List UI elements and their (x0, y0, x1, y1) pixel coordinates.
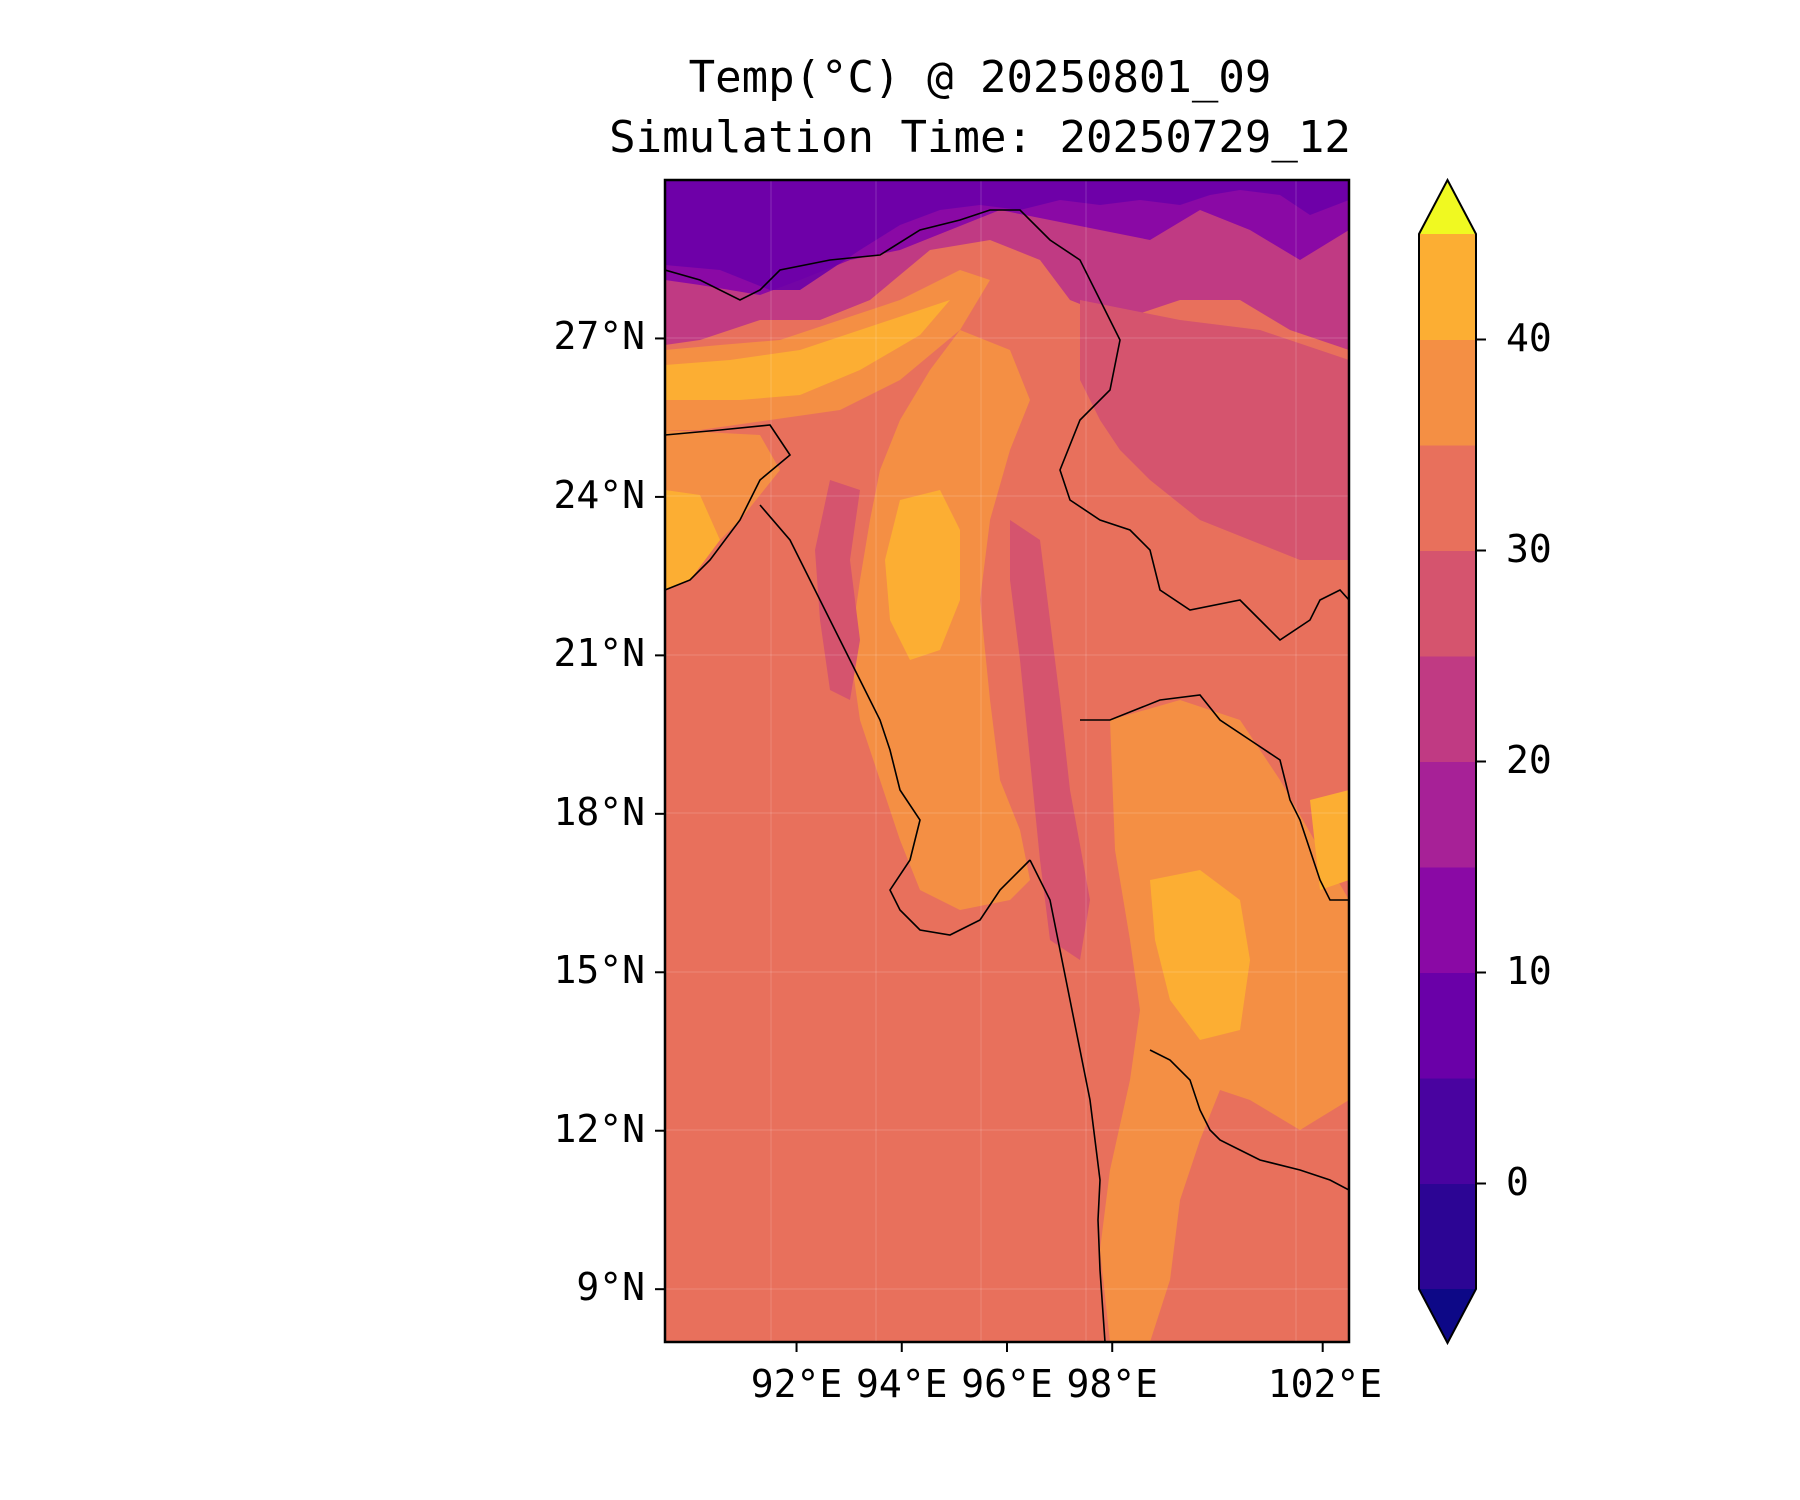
shan-cool-strip (1010, 520, 1090, 960)
lon-tick-label: 98°E (1066, 1362, 1158, 1406)
map-title-line1: Temp(°C) @ 20250801_09 (688, 52, 1272, 103)
lat-tick-marks (655, 337, 665, 1291)
thailand-border (1080, 694, 1349, 901)
bangladesh-border (665, 424, 792, 591)
northern-valley-hot (665, 300, 950, 400)
myanmar-north-east-border (665, 209, 1349, 642)
temperature-field (665, 180, 1349, 1342)
colorbar-tick-label: 30 (1506, 526, 1552, 571)
laos-hot (1310, 790, 1349, 890)
map-title-line2: Simulation Time: 20250729_12 (609, 112, 1351, 163)
lat-tick-label: 21°N (553, 631, 645, 676)
lon-tick-label: 102°E (1267, 1362, 1383, 1406)
colorbar (1418, 177, 1486, 1346)
colorbar-outline (1418, 177, 1477, 1346)
lat-tick-label: 12°N (553, 1106, 645, 1151)
colorbar-segment (1419, 761, 1476, 868)
thailand-hot (1150, 870, 1250, 1040)
graticule (665, 180, 1349, 1342)
colorbar-segment (1419, 656, 1476, 762)
tenasserim-coast (1029, 859, 1106, 1342)
lat-tick-label: 15°N (553, 948, 645, 993)
colorbar-segment (1419, 445, 1476, 551)
gulf-of-thailand-coast (1149, 1049, 1349, 1191)
lon-tick-label: 96°E (961, 1362, 1053, 1406)
arakan-coast (759, 504, 1031, 936)
colorbar-tick-label: 0 (1506, 1159, 1529, 1204)
colorbar-extend-min (1419, 1289, 1476, 1343)
colorbar-tick-label: 40 (1506, 315, 1552, 360)
eastern-highland-region (1080, 300, 1349, 560)
lat-tick-label: 27°N (553, 314, 645, 359)
lon-tick-label: 94°E (856, 1362, 948, 1406)
colorbar-segment (1419, 1183, 1476, 1290)
lon-tick-label: 92°E (750, 1362, 843, 1406)
colorbar-tick-label: 10 (1506, 948, 1552, 993)
colorbar-segment (1419, 1078, 1476, 1184)
colorbar-segment (1419, 339, 1476, 446)
lon-tick-marks (795, 1342, 1324, 1352)
colorbar-tick-label: 20 (1506, 737, 1552, 782)
colorbar-extend-max (1419, 180, 1476, 234)
colorbar-segment (1419, 867, 1476, 973)
lat-tick-label: 18°N (553, 789, 645, 834)
colorbar-segment (1419, 972, 1476, 1079)
central-dry-zone-hot (885, 490, 960, 660)
coastlines-borders (665, 209, 1349, 1342)
northern-coldest-region (665, 180, 1349, 290)
colorbar-segment (1419, 234, 1476, 340)
arakan-cool-strip (815, 480, 860, 700)
lat-tick-label: 9°N (576, 1265, 645, 1310)
bangladesh-hot (665, 490, 720, 590)
colorbar-segment (1419, 550, 1476, 657)
lat-tick-label: 24°N (553, 472, 645, 517)
